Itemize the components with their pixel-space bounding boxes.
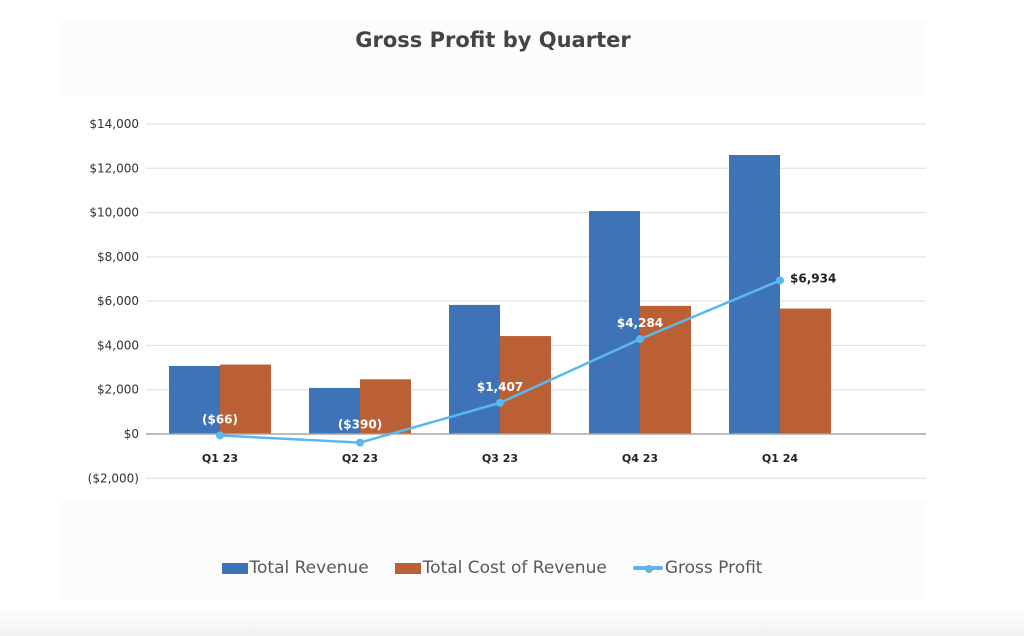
y-tick-label: $12,000 (89, 161, 139, 175)
x-tick-label: Q1 24 (762, 452, 798, 465)
gross-profit-point (776, 276, 784, 285)
bars (169, 155, 831, 434)
x-tick-label: Q1 23 (202, 452, 238, 465)
data-label-gross-profit: ($66) (202, 412, 238, 426)
gross-profit-point (356, 438, 364, 447)
y-tick-label: $14,000 (89, 117, 139, 131)
x-axis-labels: Q1 23 Q2 23 Q3 23 Q4 23 Q1 24 (202, 452, 798, 465)
legend-line-marker-icon (632, 562, 663, 574)
legend-label: Total Revenue (249, 558, 369, 578)
legend-item-total-cost-of-revenue[interactable]: Total Cost of Revenue (394, 558, 607, 578)
bar-total-cost-of-revenue-q3-23 (500, 336, 551, 434)
bar-total-revenue-q2-23 (309, 387, 360, 434)
legend-label: Total Cost of Revenue (422, 558, 607, 578)
legend: Total Revenue Total Cost of Revenue Gros… (0, 558, 1004, 578)
y-tick-label: $4,000 (97, 338, 139, 352)
data-label-gross-profit: ($390) (338, 418, 382, 432)
gross-profit-point (216, 431, 224, 440)
bar-total-cost-of-revenue-q2-23 (360, 379, 411, 434)
bar-total-revenue-q3-23 (449, 304, 500, 434)
y-tick-label: $10,000 (89, 206, 139, 220)
chart-title: Gross Profit by Quarter (355, 28, 631, 52)
legend-swatch-total-revenue (221, 562, 248, 574)
y-tick-label: $6,000 (97, 294, 139, 308)
bar-total-cost-of-revenue-q1-24 (780, 308, 831, 434)
legend-swatch-total-cost-of-revenue (394, 562, 421, 574)
y-tick-label: $0 (124, 427, 139, 441)
y-axis-ticks: ($2,000) $0 $2,000 $4,000 $6,000 $8,000 $10,00… (88, 117, 139, 485)
data-labels: ($66) ($390) $1,407 $4,284 $6,934 (202, 271, 836, 431)
y-tick-label: $2,000 (97, 383, 139, 397)
data-label-gross-profit: $4,284 (617, 316, 663, 330)
x-tick-label: Q4 23 (622, 452, 658, 465)
y-tick-label: $8,000 (97, 250, 139, 264)
y-tick-label: ($2,000) (88, 471, 139, 485)
data-label-gross-profit: $1,407 (477, 380, 523, 394)
page-bottom-edge (0, 610, 1024, 636)
bar-total-revenue-q1-24 (729, 155, 780, 434)
legend-label: Gross Profit (664, 558, 763, 578)
gross-profit-point (636, 335, 644, 344)
gross-profit-line (216, 276, 784, 447)
legend-item-gross-profit[interactable]: Gross Profit (632, 558, 763, 578)
bar-total-revenue-q1-23 (169, 366, 220, 434)
x-tick-label: Q3 23 (482, 452, 518, 465)
x-tick-label: Q2 23 (342, 452, 378, 465)
data-label-gross-profit: $6,934 (790, 271, 836, 285)
bar-total-cost-of-revenue-q1-23 (220, 364, 271, 434)
legend-item-total-revenue[interactable]: Total Revenue (221, 558, 369, 578)
gross-profit-point (496, 398, 504, 407)
bar-total-revenue-q4-23 (589, 211, 640, 434)
